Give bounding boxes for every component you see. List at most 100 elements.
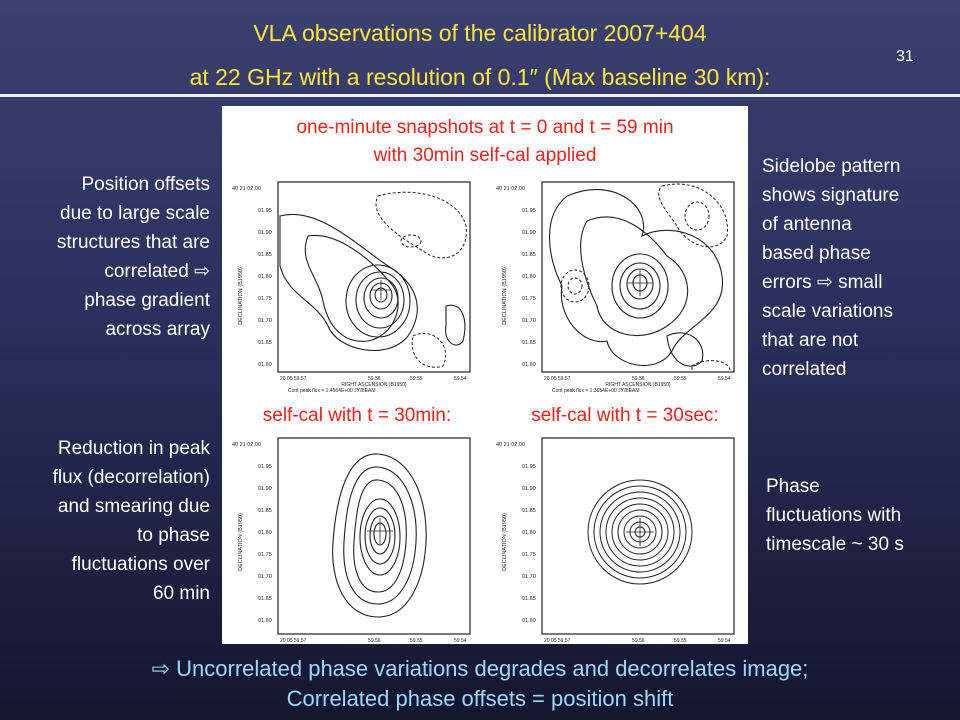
- text-line: timescale ~ 30 s: [766, 534, 904, 555]
- text-line: to phase: [137, 525, 210, 546]
- x-tick-label: 59.54: [718, 376, 731, 382]
- dec-axis-label: DECLINATION (B1950): [238, 267, 244, 325]
- y-tick-label: 01.85: [522, 252, 536, 258]
- ra-axis-label: RIGHT ASCENSION (B1950): [605, 382, 671, 388]
- y-tick-label: 01.85: [258, 252, 272, 258]
- figure-caption-top-line1: one-minute snapshots at t = 0 and t = 59…: [296, 117, 674, 138]
- text-line: of antenna: [762, 214, 852, 235]
- dec-axis-label: DECLINATION (B1950): [238, 513, 244, 571]
- x-tick-label: 20 05 59.57: [544, 638, 571, 644]
- text-line: 60 min: [152, 583, 210, 604]
- text-line: based phase: [762, 243, 871, 264]
- x-tick-label: 59.55: [674, 376, 687, 382]
- contour-panel-selfcal-30sec: 40 21 02.00 01.95 01.90 01.85 01.80 01.7…: [496, 437, 735, 650]
- sidelobe-text: Sidelobe pattern shows signature of ante…: [762, 152, 952, 384]
- contour-figure: one-minute snapshots at t = 0 and t = 59…: [222, 106, 748, 650]
- peak-flux-label: Cont peak flux = 1.3654E+00 JY/BEAM: [552, 388, 640, 394]
- text-line: Reduction in peak: [57, 438, 210, 459]
- slide-title-line2: at 22 GHz with a resolution of 0.1″ (Max…: [189, 64, 771, 90]
- text-line: flux (decorrelation): [52, 467, 210, 488]
- y-tick-label: 01.75: [258, 552, 272, 558]
- contour-panel-t59: 40 21 02.00 01.95 01.90 01.85 01.80 01.7…: [496, 181, 735, 394]
- contour-panel-t0: 40 21 02.00 01.95 01.90 01.85 01.80 01.7…: [232, 181, 471, 394]
- x-tick-label: 20 05 59.57: [544, 376, 571, 382]
- text-line: Phase: [766, 476, 820, 497]
- x-tick-label: 59.54: [454, 376, 467, 382]
- x-tick-label: 20 05 59.57: [280, 638, 307, 644]
- y-tick-label: 01.60: [522, 618, 536, 624]
- conclusion-line2: Correlated phase offsets = position shif…: [286, 686, 674, 711]
- title-divider: [0, 94, 960, 97]
- text-line: Position offsets: [81, 174, 210, 195]
- y-tick-label: 40 21 02.00: [232, 442, 261, 448]
- y-tick-label: 01.85: [258, 508, 272, 514]
- dec-axis-label: DECLINATION (B1950): [502, 513, 508, 571]
- y-tick-label: 01.70: [258, 318, 272, 324]
- contours-dashed: [375, 191, 467, 368]
- ra-axis-label: RIGHT ASCENSION (B1950): [341, 644, 407, 650]
- y-tick-label: 01.95: [258, 208, 272, 214]
- beam-cross: [367, 518, 393, 544]
- y-tick-label: 01.80: [522, 530, 536, 536]
- y-tick-label: 01.75: [522, 296, 536, 302]
- x-tick-label: 59.56: [632, 638, 645, 644]
- y-tick-label: 01.95: [522, 208, 536, 214]
- caption-selfcal-30sec: self-cal with t = 30sec:: [531, 405, 719, 426]
- beam-cross: [371, 280, 391, 300]
- y-tick-label: 01.90: [258, 230, 272, 236]
- text-line: scale variations: [762, 301, 893, 322]
- y-tick-label: 01.95: [258, 464, 272, 470]
- y-tick-label: 40 21 02.00: [232, 186, 261, 192]
- x-tick-label: 59.56: [368, 638, 381, 644]
- ra-axis-label: RIGHT ASCENSION (B1950): [605, 644, 671, 650]
- text-line: across array: [105, 319, 210, 340]
- beam-cross: [626, 518, 654, 546]
- contours-solid: [332, 453, 427, 618]
- text-line: phase gradient: [84, 290, 210, 311]
- plot-frame: [277, 437, 471, 635]
- text-line: correlated: [762, 359, 847, 380]
- y-tick-labels: 40 21 02.00 01.95 01.90 01.85 01.80 01.7…: [232, 442, 272, 624]
- y-tick-label: 01.65: [258, 340, 272, 346]
- y-tick-label: 01.90: [522, 486, 536, 492]
- reduction-text: Reduction in peak flux (decorrelation) a…: [8, 434, 210, 608]
- text-line: and smearing due: [57, 496, 210, 517]
- y-tick-label: 01.60: [522, 362, 536, 368]
- position-offsets-text: Position offsets due to large scale stru…: [8, 170, 210, 344]
- text-line: due to large scale: [60, 203, 210, 224]
- x-tick-label: 59.56: [632, 376, 645, 382]
- plot-frame: [541, 181, 735, 373]
- contours-solid: [279, 213, 466, 351]
- text-line: that are not: [762, 330, 859, 351]
- ra-axis-label: RIGHT ASCENSION (B1950): [341, 382, 407, 388]
- contours-dashed: [560, 183, 731, 373]
- text-line: fluctuations with: [766, 505, 902, 526]
- caption-selfcal-30min: self-cal with t = 30min:: [262, 405, 452, 426]
- y-tick-label: 01.65: [258, 596, 272, 602]
- y-tick-labels: 40 21 02.00 01.95 01.90 01.85 01.80 01.7…: [496, 442, 536, 624]
- beam-cross: [627, 270, 653, 296]
- x-tick-label: 20 05 59.57: [280, 376, 307, 382]
- y-tick-labels: 40 21 02.00 01.95 01.90 01.85 01.80 01.7…: [496, 186, 536, 368]
- x-tick-label: 59.54: [454, 638, 467, 644]
- plot-frame: [277, 181, 471, 373]
- x-tick-labels: 20 05 59.57 59.56 59.55 59.54: [280, 376, 467, 382]
- y-tick-label: 01.85: [522, 508, 536, 514]
- y-tick-label: 01.75: [258, 296, 272, 302]
- slide-number: 31: [896, 48, 914, 65]
- y-tick-label: 01.95: [522, 464, 536, 470]
- y-tick-label: 01.65: [522, 596, 536, 602]
- y-tick-label: 01.75: [522, 552, 536, 558]
- y-tick-label: 01.80: [258, 530, 272, 536]
- x-tick-label: 59.56: [368, 376, 381, 382]
- x-tick-label: 59.55: [410, 638, 423, 644]
- y-tick-label: 01.90: [258, 486, 272, 492]
- y-tick-label: 01.60: [258, 362, 272, 368]
- text-line: Sidelobe pattern: [762, 156, 901, 177]
- x-tick-labels: 20 05 59.57 59.56 59.55 59.54: [544, 376, 731, 382]
- peak-flux-label: Cont peak flux = 1.4564E+00 JY/BEAM: [288, 388, 376, 394]
- y-tick-label: 01.60: [258, 618, 272, 624]
- y-tick-label: 01.90: [522, 230, 536, 236]
- contour-panel-selfcal-30min: 40 21 02.00 01.95 01.90 01.85 01.80 01.7…: [232, 437, 471, 650]
- contours-solid: [587, 479, 693, 585]
